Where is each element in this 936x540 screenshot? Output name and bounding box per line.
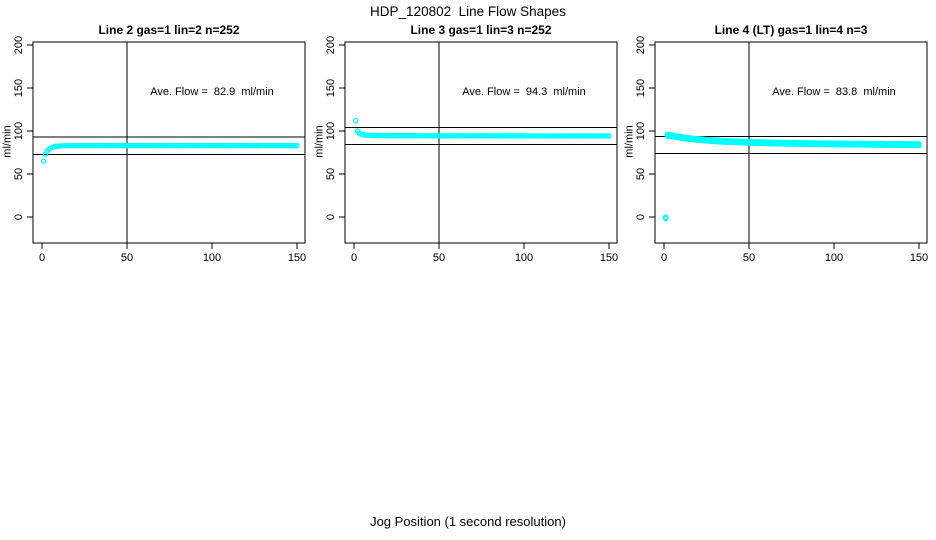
panel-title: Line 4 (LT) gas=1 lin=4 n=3 (714, 23, 868, 37)
svg-text:100: 100 (325, 122, 337, 140)
svg-text:100: 100 (13, 122, 25, 140)
svg-text:100: 100 (635, 122, 647, 140)
svg-text:150: 150 (910, 252, 928, 264)
svg-text:0: 0 (325, 214, 337, 220)
svg-text:150: 150 (600, 252, 618, 264)
svg-text:0: 0 (39, 252, 45, 264)
panel-line-4: Line 4 (LT) gas=1 lin=4 n=3 ml/min 0 50 10… (622, 0, 936, 270)
svg-text:0: 0 (661, 252, 667, 264)
svg-text:100: 100 (825, 252, 843, 264)
x-axis-label: Jog Position (1 second resolution) (370, 514, 566, 529)
scatter-plot-area: 0 50 100 150 200 0 50 100 150 (13, 36, 306, 264)
panel-title: Line 2 gas=1 lin=2 n=252 (98, 23, 240, 37)
svg-text:50: 50 (433, 252, 445, 264)
svg-text:0: 0 (351, 252, 357, 264)
svg-text:150: 150 (288, 252, 306, 264)
scatter-plot-area: 0 50 100 150 200 0 50 100 150 (325, 36, 618, 264)
svg-text:100: 100 (203, 252, 221, 264)
figure-title: HDP_120802 Line Flow Shapes (370, 4, 566, 19)
svg-text:50: 50 (325, 168, 337, 180)
ave-flow-annotation: Ave. Flow = 82.9 ml/min (150, 86, 274, 98)
panel-line-2: Line 2 gas=1 lin=2 n=252 ml/min 0 50 100 15… (0, 0, 315, 270)
svg-text:0: 0 (13, 214, 25, 220)
ave-flow-annotation: Ave. Flow = 83.8 ml/min (772, 86, 896, 98)
scatter-plot-area: 0 50 100 150 200 0 50 100 150 (635, 36, 928, 264)
svg-text:200: 200 (325, 36, 337, 54)
ave-flow-annotation: Ave. Flow = 94.3 ml/min (462, 86, 586, 98)
svg-text:50: 50 (635, 168, 647, 180)
svg-text:150: 150 (635, 79, 647, 97)
panel-title: Line 3 gas=1 lin=3 n=252 (410, 23, 552, 37)
svg-text:200: 200 (13, 36, 25, 54)
svg-text:0: 0 (635, 214, 647, 220)
svg-text:50: 50 (743, 252, 755, 264)
svg-text:50: 50 (13, 168, 25, 180)
svg-text:150: 150 (13, 79, 25, 97)
svg-text:100: 100 (515, 252, 533, 264)
svg-text:200: 200 (635, 36, 647, 54)
panel-line-3: Line 3 gas=1 lin=3 n=252 ml/min 0 50 100 15… (312, 0, 627, 270)
svg-text:50: 50 (121, 252, 133, 264)
svg-text:150: 150 (325, 79, 337, 97)
